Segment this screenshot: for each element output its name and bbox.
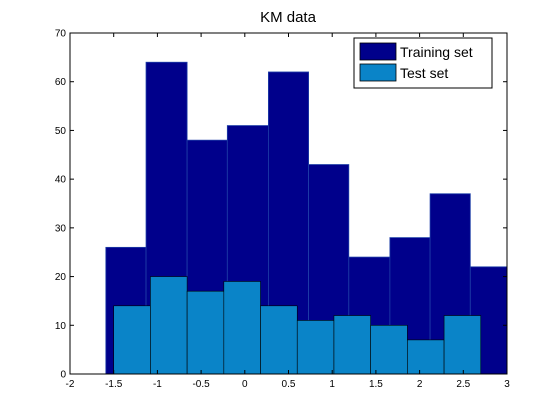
x-tick-label: -1	[153, 379, 162, 390]
legend-label-1: Test set	[400, 65, 448, 81]
legend-swatch-0	[359, 42, 397, 61]
x-tick-label: -2	[66, 379, 75, 390]
bar-test-8	[407, 339, 445, 374]
y-tick-label: 10	[55, 321, 67, 332]
bar-test-1	[150, 276, 188, 374]
y-tick-label: 60	[55, 77, 67, 88]
legend-swatch-1	[359, 63, 397, 82]
bar-test-6	[333, 315, 371, 374]
bar-test-2	[186, 290, 225, 374]
y-tick-label: 40	[55, 175, 67, 186]
bar-test-9	[443, 315, 482, 374]
bar-test-3	[223, 281, 261, 374]
y-tick-label: 0	[60, 370, 66, 381]
x-tick-label: 3	[504, 379, 510, 390]
y-tick-label: 50	[55, 126, 67, 137]
y-tick-label: 70	[55, 29, 67, 40]
bar-test-7	[370, 324, 408, 374]
x-tick-label: 1	[329, 379, 335, 390]
y-tick-label: 30	[55, 223, 67, 234]
bar-test-4	[260, 305, 298, 374]
y-tick-label: 20	[55, 272, 67, 283]
x-tick-label: 2	[417, 379, 423, 390]
chart-title: KM data	[260, 9, 317, 26]
bar-test-0	[113, 305, 151, 374]
legend: Training set Test set	[353, 37, 493, 89]
x-tick-label: -0.5	[192, 379, 210, 390]
legend-label-0: Training set	[400, 44, 473, 60]
x-tick-label: -1.5	[105, 379, 123, 390]
bar-test-5	[296, 320, 335, 374]
bars-layer	[105, 61, 507, 374]
x-tick-label: 2.5	[456, 379, 470, 390]
x-tick-label: 0.5	[282, 379, 296, 390]
x-tick-label: 1.5	[369, 379, 383, 390]
x-tick-label: 0	[242, 379, 248, 390]
